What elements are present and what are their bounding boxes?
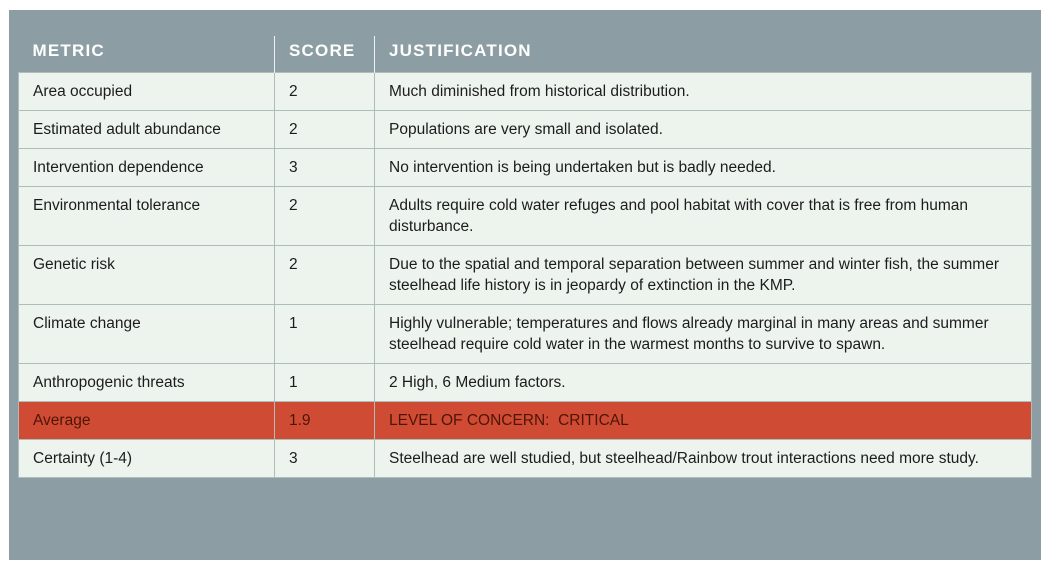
- table-frame: METRIC SCORE JUSTIFICATION Area occupied…: [9, 10, 1041, 560]
- column-header-metric: METRIC: [18, 36, 275, 73]
- column-header-justification: JUSTIFICATION: [374, 36, 1032, 73]
- justification-cell: Much diminished from historical distribu…: [374, 72, 1032, 111]
- metric-cell: Average: [18, 401, 275, 440]
- table-row: Environmental tolerance 2 Adults require…: [18, 186, 1032, 246]
- table-row: Genetic risk 2 Due to the spatial and te…: [18, 245, 1032, 305]
- column-header-score: SCORE: [274, 36, 375, 73]
- justification-cell: Adults require cold water refuges and po…: [374, 186, 1032, 246]
- table-header: METRIC SCORE JUSTIFICATION: [18, 36, 1032, 73]
- score-cell: 2: [274, 186, 375, 246]
- justification-cell: Steelhead are well studied, but steelhea…: [374, 439, 1032, 478]
- metric-cell: Genetic risk: [18, 245, 275, 305]
- table-row: Anthropogenic threats 1 2 High, 6 Medium…: [18, 363, 1032, 402]
- metric-cell: Intervention dependence: [18, 148, 275, 187]
- metric-cell: Climate change: [18, 304, 275, 364]
- score-cell: 1: [274, 304, 375, 364]
- metric-cell: Certainty (1-4): [18, 439, 275, 478]
- header-row: METRIC SCORE JUSTIFICATION: [18, 36, 1032, 73]
- table-row-average: Average 1.9 LEVEL OF CONCERN: CRITICAL: [18, 401, 1032, 440]
- score-cell: 2: [274, 245, 375, 305]
- table-row: Climate change 1 Highly vulnerable; temp…: [18, 304, 1032, 364]
- table-row: Estimated adult abundance 2 Populations …: [18, 110, 1032, 149]
- metric-cell: Estimated adult abundance: [18, 110, 275, 149]
- metric-cell: Area occupied: [18, 72, 275, 111]
- table-row: Intervention dependence 3 No interventio…: [18, 148, 1032, 187]
- score-cell: 2: [274, 110, 375, 149]
- score-cell: 3: [274, 439, 375, 478]
- score-cell: 1: [274, 363, 375, 402]
- metric-cell: Environmental tolerance: [18, 186, 275, 246]
- score-cell: 3: [274, 148, 375, 187]
- justification-cell: No intervention is being undertaken but …: [374, 148, 1032, 187]
- level-of-concern-cell: LEVEL OF CONCERN: CRITICAL: [374, 401, 1032, 440]
- justification-cell: Highly vulnerable; temperatures and flow…: [374, 304, 1032, 364]
- scoring-table: METRIC SCORE JUSTIFICATION Area occupied…: [18, 36, 1032, 478]
- table-row: Area occupied 2 Much diminished from his…: [18, 72, 1032, 111]
- justification-cell: Due to the spatial and temporal separati…: [374, 245, 1032, 305]
- metric-cell: Anthropogenic threats: [18, 363, 275, 402]
- table-body: Area occupied 2 Much diminished from his…: [18, 72, 1032, 478]
- justification-cell: Populations are very small and isolated.: [374, 110, 1032, 149]
- score-cell: 1.9: [274, 401, 375, 440]
- justification-cell: 2 High, 6 Medium factors.: [374, 363, 1032, 402]
- table-row: Certainty (1-4) 3 Steelhead are well stu…: [18, 439, 1032, 478]
- score-cell: 2: [274, 72, 375, 111]
